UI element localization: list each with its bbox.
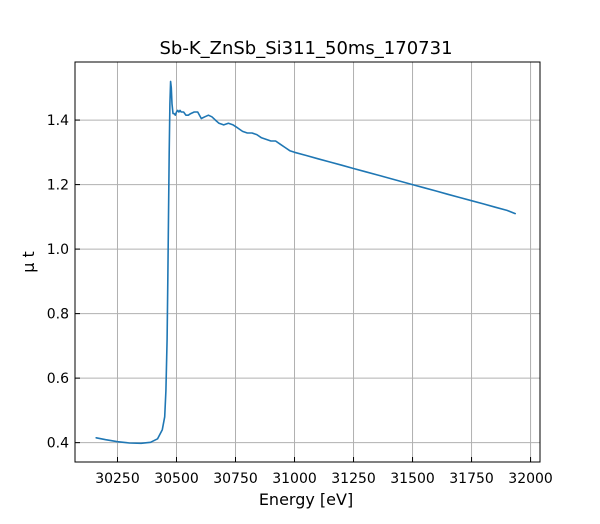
x-tick-label: 31000 (272, 471, 317, 487)
y-tick-label: 0.8 (47, 307, 69, 323)
x-tick-label: 30250 (95, 471, 140, 487)
series-layer (95, 80, 517, 445)
x-tick-label: 32000 (508, 471, 553, 487)
y-tick-label: 0.4 (47, 436, 69, 452)
x-tick-label: 31750 (449, 471, 494, 487)
plot-frame (74, 61, 541, 463)
tick-marks (75, 119, 532, 462)
x-tick-label: 31250 (331, 471, 376, 487)
y-tick-label: 1.4 (47, 113, 69, 129)
series-line (95, 80, 517, 445)
x-axis-label: Energy [eV] (259, 490, 353, 509)
chart-title: Sb-K_ZnSb_Si311_50ms_170731 (159, 38, 452, 59)
x-tick-label: 31500 (390, 471, 435, 487)
x-tick-label: 30500 (154, 471, 199, 487)
y-tick-label: 1.0 (47, 242, 69, 258)
tick-labels: 30250 30500 30750 31000 31250 31500 31750 32000… (47, 113, 553, 487)
y-tick-label: 0.6 (47, 371, 69, 387)
x-tick-label: 30750 (213, 471, 258, 487)
grid-lines (75, 62, 540, 462)
y-axis-label: μ t (19, 251, 38, 273)
y-tick-label: 1.2 (47, 178, 69, 194)
